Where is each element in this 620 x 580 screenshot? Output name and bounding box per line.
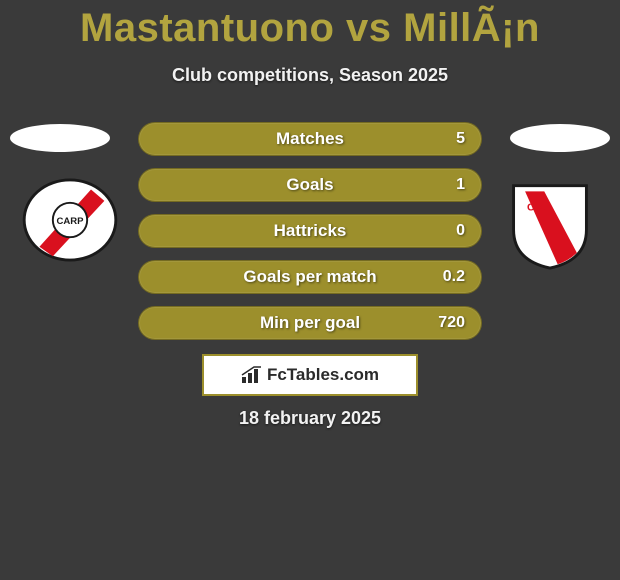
- stat-value: 720: [438, 314, 465, 332]
- club-badge-left-text: CARP: [56, 216, 84, 227]
- stat-label: Hattricks: [274, 221, 347, 241]
- stat-value: 0.2: [443, 268, 465, 286]
- stats-table: Matches 5 Goals 1 Hattricks 0 Goals per …: [138, 122, 482, 352]
- stat-label: Goals per match: [243, 267, 376, 287]
- club-badge-right: C.A.I.: [502, 178, 598, 262]
- bar-chart-icon: [241, 366, 263, 384]
- stat-row-matches: Matches 5: [138, 122, 482, 156]
- stat-row-hattricks: Hattricks 0: [138, 214, 482, 248]
- footer-date: 18 february 2025: [0, 408, 620, 429]
- player-photo-placeholder-right: [510, 124, 610, 152]
- page-subtitle: Club competitions, Season 2025: [0, 65, 620, 86]
- stat-row-goals: Goals 1: [138, 168, 482, 202]
- club-badge-left: CARP: [22, 178, 118, 262]
- brand-text: FcTables.com: [267, 365, 379, 385]
- club-badge-right-text: C.A.I.: [527, 202, 554, 214]
- stat-label: Matches: [276, 129, 344, 149]
- brand-box: FcTables.com: [202, 354, 418, 396]
- stat-row-min-per-goal: Min per goal 720: [138, 306, 482, 340]
- stat-label: Min per goal: [260, 313, 360, 333]
- stat-row-goals-per-match: Goals per match 0.2: [138, 260, 482, 294]
- stat-value: 5: [456, 130, 465, 148]
- stat-value: 0: [456, 222, 465, 240]
- page-title: Mastantuono vs MillÃ¡n: [0, 0, 620, 51]
- stat-value: 1: [456, 176, 465, 194]
- stat-label: Goals: [286, 175, 333, 195]
- player-photo-placeholder-left: [10, 124, 110, 152]
